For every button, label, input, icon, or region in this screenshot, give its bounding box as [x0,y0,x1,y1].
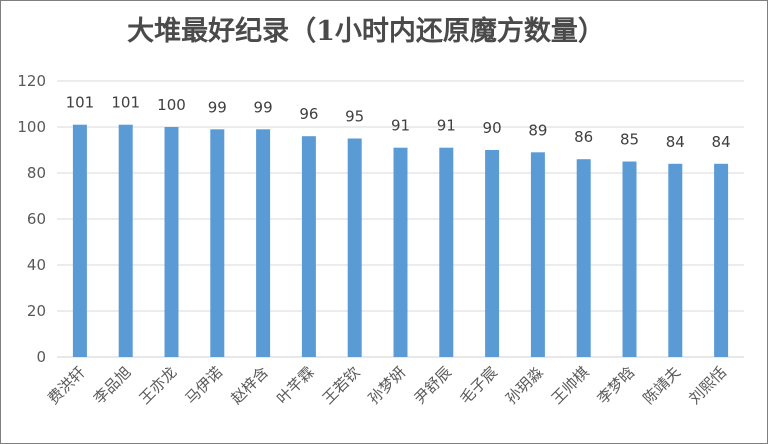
y-tick-label: 100 [17,118,46,136]
bar [668,163,683,357]
chart-title: 大堆最好纪录（1小时内还原魔方数量） [127,15,605,47]
data-label: 91 [437,117,456,135]
data-label: 96 [299,105,318,123]
data-label: 86 [574,128,593,146]
x-axis: 费洪轩 李品旭 王亦龙 马伊诺 赵梓含 叶芊霖 王若钦 孙梦妍 尹舒辰 毛子宸 孙玥淼 王帅棋 李梦晗陈… [44,363,730,408]
data-label: 90 [483,119,502,137]
data-label: 95 [345,108,364,126]
y-axis: 0 20 40 60 80 100 120 [17,72,46,366]
x-tick-label: 陈靖夫 [640,363,685,408]
bar [256,129,271,357]
x-tick-label: 王帅棋 [548,363,593,408]
x-tick-label: 孙玥淼 [502,363,547,408]
y-tick-label: 120 [17,72,46,90]
data-label: 84 [712,133,731,151]
bar [622,161,637,357]
data-label: 85 [620,131,639,149]
x-tick-label: 赵梓含 [227,363,272,408]
x-tick-label: 费洪轩 [44,363,89,408]
y-tick-label: 20 [27,302,46,320]
x-tick-label: 王若钦 [319,363,364,408]
data-label: 101 [66,94,95,112]
bar [485,150,500,357]
bar [530,152,545,357]
x-tick-label: 李梦晗 [594,363,639,408]
bar [118,124,133,357]
x-tick-label: 刘熙恬 [685,363,730,408]
data-label: 84 [666,133,685,151]
x-tick-label: 马伊诺 [182,363,227,408]
bar [164,127,179,357]
bars: 101 101 100 99 99 96 95 91 91 90 89 86 85 84 84 [66,94,731,357]
data-label: 99 [208,98,227,116]
bar [347,138,362,357]
bar [393,147,408,357]
y-tick-label: 0 [36,348,46,366]
data-label: 89 [528,121,547,139]
y-tick-label: 40 [27,256,46,274]
data-label: 101 [111,94,140,112]
bar [714,163,729,357]
x-tick-label: 李品旭 [90,363,135,408]
y-tick-label: 60 [27,210,46,228]
data-label: 100 [157,96,186,114]
data-label: 99 [254,98,273,116]
x-tick-label: 叶芊霖 [273,363,318,408]
bar [210,129,225,357]
x-tick-label: 尹舒辰 [411,363,456,408]
bar [439,147,454,357]
bar [72,124,87,357]
data-label: 91 [391,117,410,135]
bar [576,159,591,357]
x-tick-label: 孙梦妍 [365,363,410,408]
x-tick-label: 王亦龙 [136,363,181,408]
y-tick-label: 80 [27,164,46,182]
x-tick-label: 毛子宸 [456,363,501,408]
bar [301,136,316,357]
